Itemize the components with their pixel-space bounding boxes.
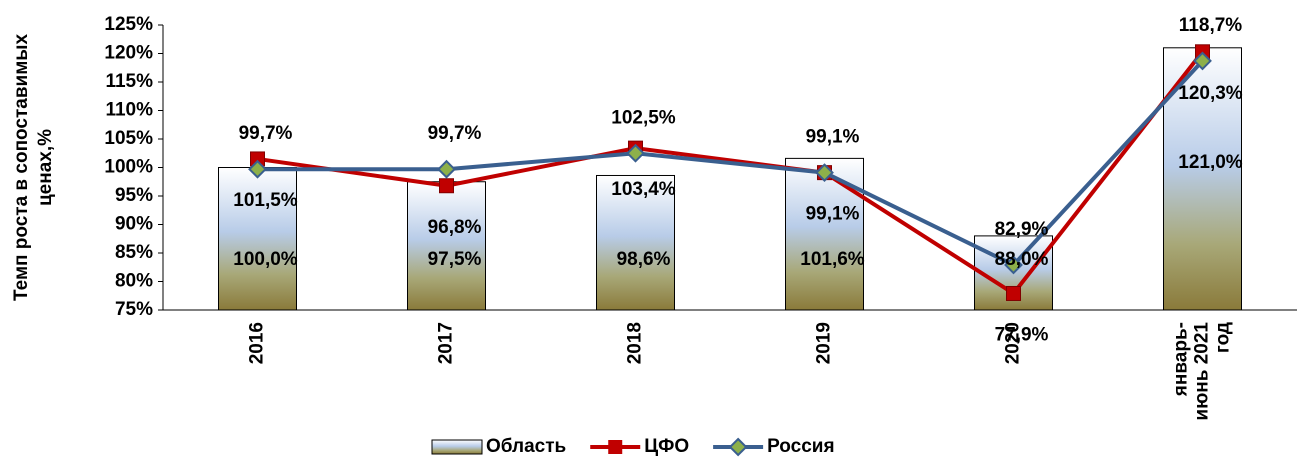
x-tick-label: 2018 bbox=[625, 322, 646, 364]
y-tick-label: 75% bbox=[115, 299, 153, 320]
marker bbox=[1004, 255, 1023, 275]
y-tick-label: 90% bbox=[115, 214, 153, 235]
legend-marker bbox=[608, 440, 623, 454]
legend-label: Область bbox=[486, 436, 566, 457]
y-tick-label: 80% bbox=[115, 271, 153, 292]
data-label: 101,6% bbox=[800, 249, 865, 270]
bar bbox=[596, 174, 675, 311]
marker bbox=[815, 163, 834, 183]
data-label: 99,7% bbox=[428, 123, 482, 144]
y-tick-label: 85% bbox=[115, 242, 153, 263]
line bbox=[257, 59, 1204, 268]
line bbox=[257, 50, 1205, 297]
marker bbox=[1006, 285, 1021, 301]
y-tick-label: 105% bbox=[104, 128, 153, 149]
data-label: 96,8% bbox=[428, 217, 482, 238]
y-axis-label: Темп роста в сопоставимых bbox=[11, 34, 32, 302]
data-label: 77,9% bbox=[995, 324, 1049, 345]
legend-label: Россия bbox=[767, 436, 834, 457]
x-tick-label: 2019 bbox=[814, 322, 835, 364]
x-tick-label: 2017 bbox=[436, 322, 457, 364]
data-label: 118,7% bbox=[1179, 15, 1242, 36]
data-label: 99,7% bbox=[239, 123, 293, 144]
legend-marker bbox=[728, 437, 748, 457]
data-label: 121,0% bbox=[1178, 152, 1243, 173]
data-label: 98,6% bbox=[617, 249, 671, 270]
data-label: 99,1% bbox=[806, 204, 860, 225]
data-label: 100,0% bbox=[233, 249, 298, 270]
y-tick-label: 115% bbox=[105, 71, 153, 92]
x-tick-label: 2020 bbox=[1003, 322, 1024, 364]
y-tick-label: 120% bbox=[104, 43, 153, 64]
marker bbox=[439, 178, 454, 194]
y-axis-label: ценах,% bbox=[35, 129, 56, 206]
data-label: 97,5% bbox=[428, 249, 482, 270]
data-label: 88,0% bbox=[995, 249, 1049, 270]
bar bbox=[407, 181, 486, 311]
data-label: 120,3% bbox=[1178, 83, 1243, 104]
data-label: 82,9% bbox=[995, 219, 1049, 240]
y-tick-label: 100% bbox=[104, 157, 153, 178]
legend-swatch bbox=[431, 439, 483, 455]
y-tick-label: 110% bbox=[105, 100, 153, 121]
data-label: 101,5% bbox=[233, 190, 298, 211]
legend-label: ЦФО bbox=[644, 436, 689, 457]
y-tick-label: 95% bbox=[115, 185, 153, 206]
data-label: 103,4% bbox=[611, 179, 676, 200]
marker bbox=[248, 159, 267, 179]
x-tick-label: 2016 bbox=[247, 322, 268, 364]
marker bbox=[626, 143, 645, 163]
data-label: 102,5% bbox=[611, 107, 676, 128]
marker bbox=[437, 159, 456, 179]
y-tick-label: 125% bbox=[104, 14, 153, 35]
data-label: 99,1% bbox=[806, 127, 860, 148]
x-tick-label: январь-июнь 2021год bbox=[1171, 322, 1234, 421]
bar bbox=[218, 167, 297, 311]
marker bbox=[1193, 51, 1212, 71]
